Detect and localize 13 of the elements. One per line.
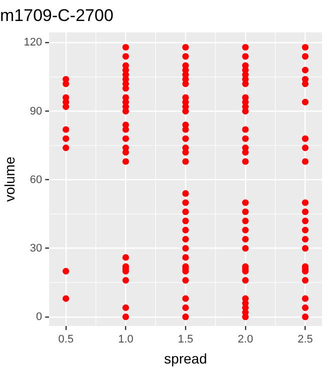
x-tick-label: 0.5 bbox=[58, 334, 74, 346]
y-tick-label: 120 bbox=[24, 36, 42, 49]
x-axis-title: spread bbox=[164, 350, 207, 366]
x-tick-label: 1.5 bbox=[178, 334, 194, 346]
y-tick-label: 90 bbox=[30, 105, 42, 118]
y-tick-label: 0 bbox=[36, 310, 42, 323]
y-tick-label: 60 bbox=[30, 174, 42, 186]
x-tick-label: 1.0 bbox=[118, 334, 134, 346]
x-tick-label: 2.0 bbox=[238, 334, 254, 346]
chart-title: m1709-C-2700 bbox=[0, 6, 114, 25]
y-axis-title: volume bbox=[1, 156, 18, 202]
x-tick-label: 2.5 bbox=[298, 334, 313, 346]
y-tick-label: 30 bbox=[30, 242, 42, 254]
